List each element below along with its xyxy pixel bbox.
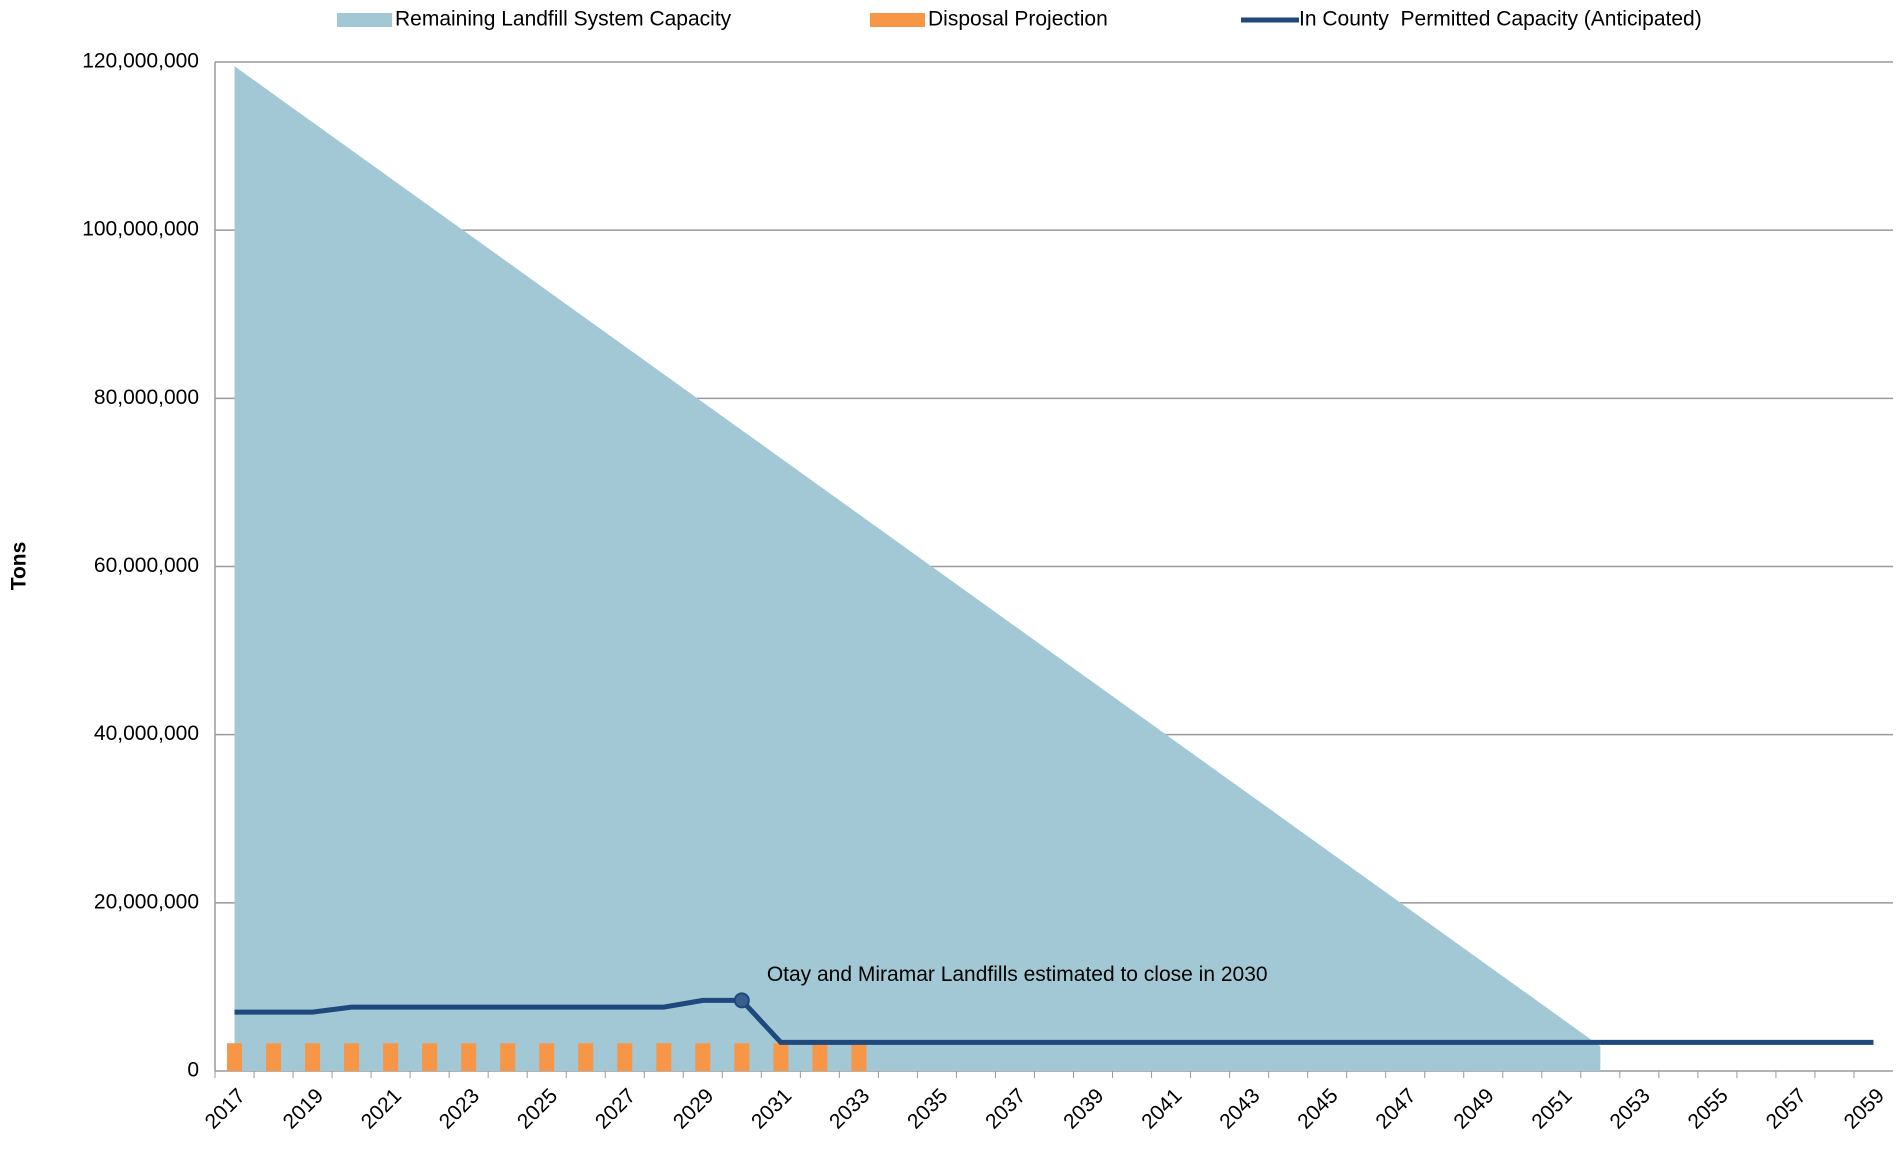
y-axis-label: Tons	[8, 542, 31, 591]
bar	[422, 1043, 438, 1071]
x-tick-label: 2017	[201, 1084, 250, 1133]
legend-label: Disposal Projection	[928, 8, 1108, 31]
x-tick-label: 2047	[1371, 1084, 1420, 1133]
bar	[305, 1043, 321, 1071]
bar	[578, 1043, 594, 1071]
legend-label: In County Permitted Capacity (Anticipate…	[1299, 8, 1702, 31]
x-tick-label: 2059	[1840, 1084, 1889, 1133]
bar	[734, 1043, 750, 1071]
x-tick-label: 2051	[1527, 1084, 1576, 1133]
bar	[656, 1043, 672, 1071]
bar	[500, 1043, 516, 1071]
bar	[266, 1043, 282, 1071]
x-tick-label: 2055	[1684, 1084, 1733, 1133]
x-tick-label: 2053	[1606, 1084, 1655, 1133]
x-tick-label: 2035	[903, 1084, 952, 1133]
y-tick-label: 100,000,000	[82, 218, 199, 241]
bar	[539, 1043, 555, 1071]
x-tick-label: 2039	[1059, 1084, 1108, 1133]
bar	[695, 1043, 711, 1071]
x-tick-label: 2045	[1293, 1084, 1342, 1133]
bar	[344, 1043, 360, 1071]
area	[234, 66, 1601, 1072]
y-tick-label: 0	[187, 1059, 199, 1082]
x-tick-label: 2033	[825, 1084, 874, 1133]
x-tick-label: 2037	[981, 1084, 1030, 1133]
bar	[773, 1043, 789, 1071]
y-tick-label: 120,000,000	[82, 50, 199, 73]
y-tick-label: 80,000,000	[94, 386, 199, 409]
legend-swatch	[337, 13, 392, 27]
x-tick-label: 2025	[513, 1084, 562, 1133]
bar	[227, 1043, 243, 1071]
x-tick-label: 2023	[435, 1084, 484, 1133]
annotation-marker	[733, 992, 750, 1009]
legend-label: Remaining Landfill System Capacity	[395, 8, 732, 31]
bar	[383, 1043, 399, 1071]
bar	[851, 1043, 867, 1071]
x-tick-label: 2029	[669, 1084, 718, 1133]
bar	[812, 1043, 828, 1071]
y-tick-label: 40,000,000	[94, 722, 199, 745]
x-tick-label: 2031	[747, 1084, 796, 1133]
y-tick-label: 20,000,000	[94, 890, 199, 913]
x-tick-label: 2041	[1137, 1084, 1186, 1133]
x-tick-label: 2027	[591, 1084, 640, 1133]
x-tick-label: 2057	[1762, 1084, 1811, 1133]
line	[234, 997, 1874, 1045]
x-tick-label: 2019	[279, 1084, 328, 1133]
legend-swatch	[870, 13, 925, 27]
x-tick-label: 2049	[1449, 1084, 1498, 1133]
bar	[461, 1043, 477, 1071]
y-tick-label: 60,000,000	[94, 554, 199, 577]
annotation: Otay and Miramar Landfills estimated to …	[767, 963, 1268, 986]
x-tick-label: 2021	[357, 1084, 406, 1133]
x-tick-label: 2043	[1215, 1084, 1264, 1133]
bar	[617, 1043, 633, 1071]
